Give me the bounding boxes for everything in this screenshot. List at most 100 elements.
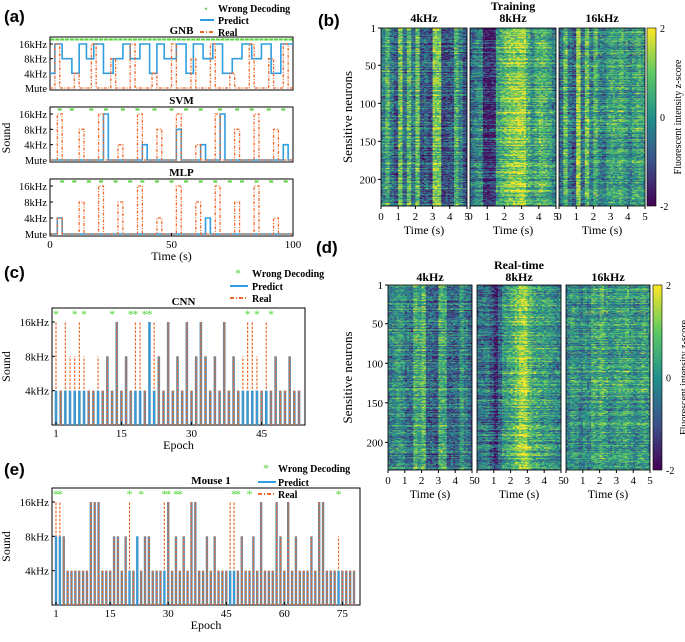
wrong-decoding-marker (152, 109, 156, 111)
panel-label-d: (d) (316, 238, 338, 257)
wrong-decoding-marker (128, 181, 132, 183)
y-tick-label: 4kHz (24, 69, 47, 80)
wrong-decoding-marker (143, 39, 147, 41)
subplot-title: GNB (170, 25, 195, 37)
chart-a-decoding-timeseries: GNBMute4kHz8kHz16kHzSVMMute4kHz8kHz16kHz… (0, 25, 302, 263)
wrong-decoding-marker (114, 39, 118, 41)
wrong-decoding-marker (89, 109, 93, 111)
wrong-decoding-marker (259, 39, 263, 41)
x-tick-label: 15 (105, 608, 117, 620)
wrong-decoding-marker (140, 181, 144, 183)
wrong-decoding-marker (199, 109, 203, 111)
legend-wrong-marker: • (204, 4, 207, 14)
x-axis-label: Epoch (163, 438, 194, 452)
wrong-decoding-marker: * (72, 307, 78, 321)
wrong-decoding-marker (70, 39, 74, 41)
predict-line (50, 218, 293, 234)
x-tick-label: 60 (279, 608, 291, 620)
x-tick-label: 1 (53, 608, 59, 620)
axes-box (50, 107, 293, 162)
legend-a: • Wrong Decoding Predict Real (200, 4, 290, 39)
legend-predict-label: Predict (218, 16, 250, 27)
predict-bar (97, 502, 99, 605)
wrong-decoding-marker (250, 39, 254, 41)
wrong-decoding-marker (155, 181, 159, 183)
wrong-decoding-marker (72, 181, 76, 183)
wrong-decoding-marker (228, 181, 232, 183)
wrong-decoding-marker (235, 39, 239, 41)
x-axis-label: Epoch (191, 618, 222, 632)
x-tick-label: 15 (116, 428, 128, 440)
predict-bar (90, 502, 92, 605)
wrong-decoding-marker (80, 39, 84, 41)
wrong-decoding-marker (94, 39, 98, 41)
wrong-decoding-marker: * (245, 307, 251, 321)
wrong-decoding-marker (50, 39, 54, 41)
wrong-decoding-marker (89, 39, 93, 41)
wrong-decoding-marker (250, 109, 254, 111)
wrong-decoding-marker (75, 39, 79, 41)
wrong-decoding-marker: * (336, 487, 342, 501)
y-tick-label: 16kHz (19, 40, 47, 51)
wrong-decoding-marker (184, 181, 188, 183)
wrong-decoding-marker: * (235, 487, 241, 501)
y-tick-label: Mute (25, 84, 48, 95)
wrong-decoding-marker (213, 181, 217, 183)
predict-bar (318, 502, 320, 605)
predict-bar (223, 322, 226, 425)
wrong-decoding-marker (235, 109, 239, 111)
y-tick-label: 16kHz (19, 182, 47, 193)
wrong-decoding-marker (182, 39, 186, 41)
wrong-decoding-marker (60, 39, 64, 41)
legend-wrong-marker: * (263, 461, 269, 475)
legend-wrong-label: Wrong Decoding (252, 269, 324, 280)
panel-label-b: (b) (318, 11, 340, 30)
heatmap-subtitle: 4kHz (410, 11, 438, 25)
wrong-decoding-marker (114, 181, 118, 183)
wrong-decoding-marker (274, 39, 278, 41)
wrong-decoding-marker (255, 39, 259, 41)
wrong-decoding-marker (225, 39, 229, 41)
wrong-decoding-marker (121, 109, 125, 111)
y-tick-label: 4kHz (24, 141, 47, 152)
predict-line (50, 114, 293, 160)
x-tick-label: 100 (285, 239, 302, 251)
wrong-decoding-marker (230, 39, 234, 41)
wrong-decoding-marker (191, 39, 195, 41)
wrong-decoding-marker (269, 39, 273, 41)
wrong-decoding-marker (279, 39, 283, 41)
y-tick-label: 4kHz (25, 566, 49, 578)
predict-bar (186, 322, 189, 425)
wrong-decoding-marker (104, 39, 108, 41)
wrong-decoding-marker (70, 109, 74, 111)
legend-c: * Wrong Decoding Predict Real (230, 266, 324, 305)
y-tick-label: 16kHz (20, 497, 49, 509)
wrong-decoding-marker: * (81, 307, 87, 321)
wrong-decoding-marker (99, 181, 103, 183)
x-tick-label: 75 (337, 608, 349, 620)
wrong-decoding-marker: * (53, 307, 59, 321)
wrong-decoding-marker (240, 39, 244, 41)
wrong-decoding-marker (109, 39, 113, 41)
real-line (50, 114, 293, 160)
wrong-decoding-marker (267, 109, 271, 111)
wrong-decoding-marker (172, 39, 176, 41)
subplot-title: MLP (169, 167, 194, 179)
wrong-decoding-marker: * (177, 487, 183, 501)
wrong-decoding-marker (281, 109, 285, 111)
y-tick-label: 8kHz (24, 55, 47, 66)
wrong-decoding-marker (162, 39, 166, 41)
wrong-decoding-marker: * (268, 307, 274, 321)
wrong-decoding-marker (118, 39, 122, 41)
wrong-decoding-marker (289, 39, 293, 41)
subplot-title: CNN (172, 296, 196, 308)
real-line (50, 186, 293, 234)
wrong-decoding-marker (201, 39, 205, 41)
wrong-decoding-marker: * (247, 487, 253, 501)
y-tick-label: 16kHz (19, 110, 47, 121)
wrong-decoding-marker: * (132, 307, 138, 321)
wrong-decoding-marker (157, 39, 161, 41)
legend-wrong-label: Wrong Decoding (278, 464, 350, 475)
y-tick-label: 4kHz (24, 214, 47, 225)
y-axis-label: Sound (0, 531, 13, 562)
